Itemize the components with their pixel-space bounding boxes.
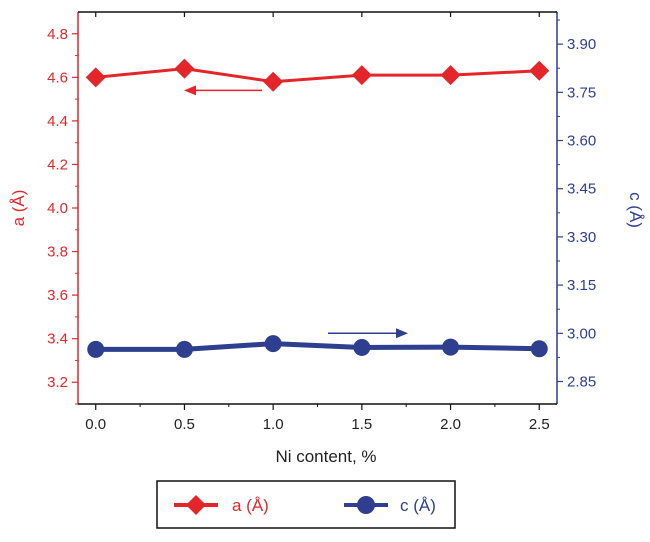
chart-series [85,58,550,358]
arrow-right-head [396,328,408,339]
y-left-tick-label: 4.2 [47,156,68,173]
data-point-a [529,60,550,81]
data-point-c [87,340,105,358]
x-tick-label: 1.5 [351,416,372,433]
y-left-tick-label: 3.6 [47,287,68,304]
data-point-c [442,338,460,356]
legend-c-label: c (Å) [400,496,436,515]
data-point-c [264,335,282,353]
y-right-tick-label: 3.75 [567,84,596,101]
data-point-a [351,65,372,86]
data-point-c [353,338,371,356]
data-point-a [440,65,461,86]
series-line-a [95,67,540,84]
data-point-c [530,340,548,358]
y-right-tick-label: 3.15 [567,277,596,294]
y-right-tick-label: 3.30 [567,229,596,246]
y-left-tick-label: 4.0 [47,200,68,217]
arrow-left-head [184,85,196,96]
legend-c-marker [357,496,375,514]
y-left-tick-label: 3.2 [47,374,68,391]
y-right-tick-label: 3.45 [567,181,596,198]
x-tick-label: 1.0 [263,416,284,433]
data-point-c [175,340,193,358]
data-point-a [174,58,195,79]
data-point-a [85,67,106,88]
legend-a-label: a (Å) [232,496,269,515]
y-axis-left-label: a (Å) [9,190,28,227]
x-tick-label: 0.5 [174,416,195,433]
y-right-tick-label: 2.85 [567,374,596,391]
x-axis-label: Ni content, % [275,447,376,466]
y-right-tick-label: 3.00 [567,325,596,342]
legend: a (Å) c (Å) [156,480,456,529]
y-left-tick-label: 4.4 [47,113,68,130]
y-right-tick-label: 3.90 [567,36,596,53]
chart-labels: Ni content, % a (Å) c (Å) [9,190,645,466]
x-tick-label: 2.0 [440,416,461,433]
y-left-tick-label: 3.8 [47,244,68,261]
y-right-tick-label: 3.60 [567,133,596,150]
data-point-a [263,71,284,92]
legend-a-marker [186,495,206,515]
y-axis-right-label: c (Å) [626,192,645,228]
y-left-tick-label: 3.4 [47,331,68,348]
y-left-tick-label: 4.6 [47,69,68,86]
series-line-c [95,341,540,352]
y-left-tick-label: 4.8 [47,26,68,43]
chart-ticks: 0.0 0.5 1.0 1.5 2.0 2.5 3.2 3.4 3.6 3.8 4.0 4.2 4.4 4… [47,12,596,433]
x-tick-label: 2.5 [529,416,550,433]
x-tick-label: 0.0 [85,416,106,433]
